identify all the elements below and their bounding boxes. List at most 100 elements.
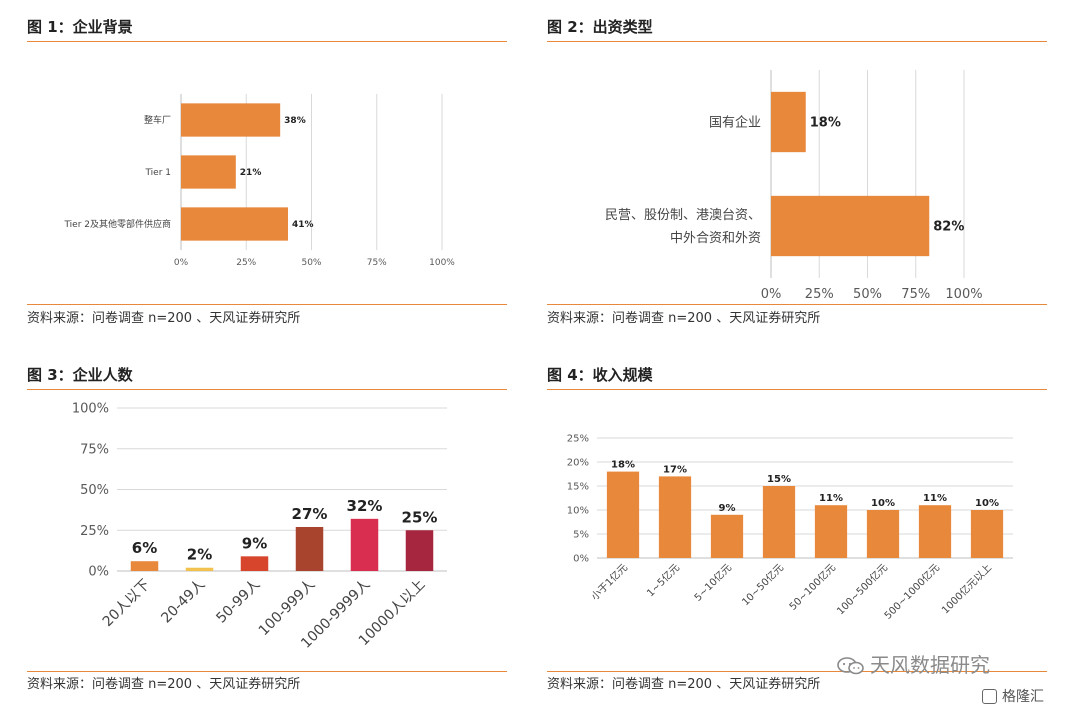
bar: [762, 486, 796, 558]
data-label: 41%: [292, 220, 314, 230]
bar: [658, 476, 692, 558]
panel-1-title: 图 1：企业背景: [27, 18, 133, 36]
data-label: 38%: [284, 116, 306, 126]
data-label: 10%: [871, 498, 895, 509]
brand-text: 格隆汇: [1002, 689, 1044, 705]
panel-3-title: 图 3：企业人数: [27, 366, 133, 384]
data-label: 11%: [819, 493, 843, 504]
y-tick-label: 75%: [80, 442, 109, 457]
y-tick-label: 25%: [80, 524, 109, 539]
category-label: 民营、股份制、港澳台资、: [605, 207, 761, 223]
x-tick-label: 25%: [236, 258, 256, 268]
panel-2-source: 资料来源：问卷调查 n=200 、天风证券研究所: [547, 311, 821, 326]
bar: [181, 103, 281, 137]
bar: [606, 471, 640, 558]
panel-1-source-rule: [27, 304, 507, 305]
bar: [866, 510, 900, 558]
data-label: 10%: [975, 498, 999, 509]
bar: [771, 91, 806, 153]
data-label: 15%: [767, 474, 791, 485]
panel-4-title-rule: [547, 389, 1047, 390]
category-label: 1000亿元以上: [939, 561, 994, 616]
wechat-icon: [837, 657, 864, 675]
y-tick-label: 0%: [88, 565, 109, 580]
bar: [240, 556, 269, 571]
category-label: 50~100亿元: [786, 561, 838, 613]
data-label: 11%: [923, 493, 947, 504]
panel-2: 图 2：出资类型 0% 25% 50% 75% 100% 18% 国有企业 82% 民营、股份制…: [547, 16, 1047, 336]
bar: [970, 510, 1004, 558]
category-label: 5~10亿元: [691, 561, 734, 604]
panel-4-title: 图 4：收入规模: [547, 366, 653, 384]
bar: [295, 526, 324, 571]
panel-3-title-rule: [27, 389, 507, 390]
bar: [405, 530, 434, 571]
data-label: 18%: [611, 460, 635, 471]
bar: [710, 514, 744, 558]
y-tick-label: 100%: [72, 402, 109, 417]
bar: [181, 155, 236, 189]
category-label: 20人以下: [100, 577, 154, 631]
category-label: Tier 1: [144, 168, 171, 178]
y-tick-label: 15%: [567, 482, 589, 493]
panel-3-source: 资料来源：问卷调查 n=200 、天风证券研究所: [27, 677, 301, 692]
panel-4: 图 4：收入规模 0% 5% 10% 15% 20% 25% 18% 小于1亿元 17% 1~5亿…: [547, 364, 1047, 704]
data-label: 6%: [132, 539, 157, 557]
data-label: 25%: [402, 508, 438, 526]
panel-1-title-rule: [27, 41, 507, 42]
x-tick-label: 75%: [367, 258, 387, 268]
category-label: 100~500亿元: [834, 561, 890, 617]
panel-3: 图 3：企业人数 0% 25% 50% 75% 100% 6% 20人以下 2% 20-49人 9…: [27, 364, 507, 704]
x-tick-label: 25%: [805, 287, 834, 302]
data-label: 27%: [292, 505, 328, 523]
category-label: 国有企业: [709, 115, 761, 131]
x-tick-label: 50%: [853, 287, 882, 302]
data-label: 2%: [187, 546, 212, 564]
panel-1-source: 资料来源：问卷调查 n=200 、天风证券研究所: [27, 311, 301, 326]
chart-employee-count: 0% 25% 50% 75% 100% 6% 20人以下 2% 20-49人 9% 50-99人 27…: [72, 402, 447, 652]
category-label: 50-99人: [213, 577, 263, 627]
panel-3-source-rule: [27, 671, 507, 672]
watermark-text: 天风数据研究: [870, 653, 990, 677]
data-label: 9%: [719, 503, 736, 514]
category-label: 小于1亿元: [588, 561, 630, 603]
data-label: 82%: [933, 220, 964, 235]
bar: [350, 518, 379, 571]
category-label: 整车厂: [144, 114, 171, 126]
panel-4-source: 资料来源：问卷调查 n=200 、天风证券研究所: [547, 677, 821, 692]
bar: [185, 567, 214, 571]
y-tick-label: 50%: [80, 483, 109, 498]
bar: [181, 207, 289, 241]
category-label: 20-49人: [158, 577, 208, 627]
chart-revenue-scale: 0% 5% 10% 15% 20% 25% 18% 小于1亿元 17% 1~5亿元 9% 5~10亿元…: [567, 434, 1013, 622]
panel-2-source-rule: [547, 304, 1047, 305]
chart-enterprise-background: 0% 25% 50% 75% 100% 38% 整车厂 21% Tier 1 41% Tier 2及…: [63, 94, 455, 268]
category-label: 1~5亿元: [644, 561, 682, 599]
data-label: 32%: [347, 497, 383, 515]
category-label: 中外合资和外资: [670, 231, 761, 246]
data-label: 9%: [242, 534, 267, 552]
x-tick-label: 100%: [945, 287, 982, 302]
bar: [814, 505, 848, 558]
y-tick-label: 0%: [573, 554, 589, 565]
x-tick-label: 75%: [901, 287, 930, 302]
category-label: 10~50亿元: [739, 561, 786, 608]
x-tick-label: 100%: [429, 258, 455, 268]
panel-2-title-rule: [547, 41, 1047, 42]
bar: [918, 505, 952, 558]
panel-2-title: 图 2：出资类型: [547, 18, 653, 36]
y-tick-label: 20%: [567, 458, 589, 469]
panel-4-source-rule: [547, 671, 1047, 672]
x-tick-label: 0%: [174, 258, 189, 268]
y-tick-label: 5%: [573, 530, 589, 541]
bar: [771, 195, 930, 257]
panel-1: 图 1：企业背景 0% 25% 50% 75% 100% 38% 整车厂 21% Tier 1 4…: [27, 16, 507, 336]
x-tick-label: 50%: [301, 258, 321, 268]
bar: [130, 561, 159, 571]
category-label: 500~1000亿元: [881, 561, 942, 622]
y-tick-label: 10%: [567, 506, 589, 517]
gelonghui-logo-icon: [982, 689, 997, 704]
data-label: 17%: [663, 464, 687, 475]
chart-funding-type: 0% 25% 50% 75% 100% 18% 国有企业 82% 民营、股份制、港澳台资、中外合…: [605, 70, 983, 302]
data-label: 18%: [810, 116, 841, 131]
